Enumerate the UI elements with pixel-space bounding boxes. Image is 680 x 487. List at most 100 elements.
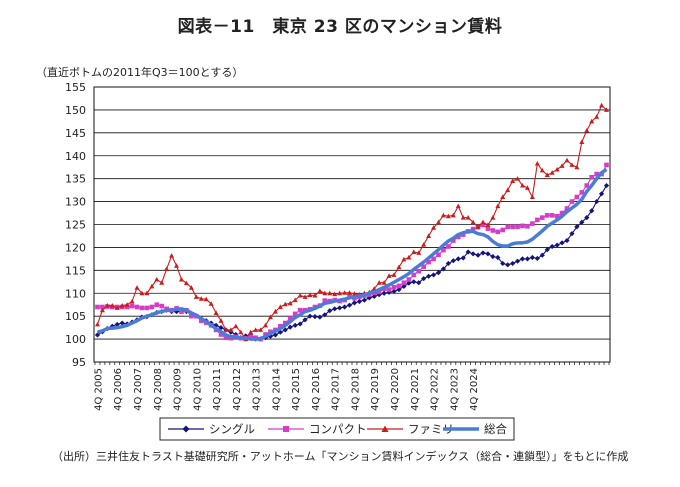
y-tick-label: 150 bbox=[65, 104, 86, 117]
x-tick-label: 4Q 2022 bbox=[430, 368, 441, 411]
data-point bbox=[302, 294, 308, 299]
data-point bbox=[421, 264, 426, 269]
data-point bbox=[514, 258, 521, 264]
data-point bbox=[505, 262, 511, 268]
x-tick-label: 4Q 2010 bbox=[192, 368, 203, 411]
data-point bbox=[430, 272, 437, 278]
data-point bbox=[391, 284, 397, 290]
data-point bbox=[267, 333, 274, 339]
data-point bbox=[569, 231, 575, 237]
data-point bbox=[159, 303, 165, 309]
data-point bbox=[411, 249, 417, 254]
data-point bbox=[524, 185, 530, 190]
data-point bbox=[421, 275, 427, 282]
data-point bbox=[426, 233, 432, 238]
data-point bbox=[450, 212, 456, 218]
data-point bbox=[431, 256, 436, 262]
data-point bbox=[598, 191, 605, 197]
data-point bbox=[297, 321, 303, 327]
data-point bbox=[386, 289, 392, 295]
data-point bbox=[366, 295, 372, 301]
data-point bbox=[505, 224, 510, 230]
data-point bbox=[574, 224, 580, 230]
data-point bbox=[208, 301, 214, 306]
data-point bbox=[554, 213, 560, 219]
data-point bbox=[451, 238, 456, 243]
data-point bbox=[520, 182, 526, 188]
data-point bbox=[579, 190, 585, 195]
data-point bbox=[544, 172, 550, 177]
data-point bbox=[490, 215, 496, 220]
data-point bbox=[579, 139, 585, 144]
data-point bbox=[441, 247, 446, 253]
data-point bbox=[317, 314, 323, 320]
y-tick-label: 120 bbox=[65, 241, 86, 254]
data-point bbox=[490, 253, 496, 260]
legend-label: ファミリー bbox=[408, 422, 466, 436]
data-point bbox=[277, 304, 283, 309]
data-point bbox=[149, 283, 155, 289]
data-point bbox=[213, 310, 219, 315]
data-point bbox=[114, 305, 120, 310]
data-point bbox=[603, 182, 610, 189]
data-point bbox=[485, 222, 491, 227]
data-point bbox=[376, 280, 382, 285]
data-point bbox=[282, 301, 288, 307]
y-tick-label: 95 bbox=[72, 356, 86, 369]
data-point bbox=[584, 127, 590, 133]
data-point bbox=[144, 290, 150, 296]
data-point bbox=[347, 290, 353, 295]
data-point bbox=[554, 166, 560, 172]
data-point bbox=[401, 256, 407, 262]
data-point bbox=[258, 327, 264, 332]
data-point bbox=[529, 254, 535, 261]
data-point bbox=[534, 160, 540, 166]
data-point bbox=[159, 280, 165, 285]
data-point bbox=[569, 162, 575, 167]
data-point bbox=[233, 323, 239, 329]
data-point bbox=[589, 208, 595, 214]
data-point bbox=[139, 305, 145, 311]
data-point bbox=[312, 314, 318, 320]
legend-box bbox=[159, 417, 515, 441]
data-point bbox=[579, 219, 585, 225]
data-point bbox=[544, 247, 550, 253]
data-point bbox=[278, 323, 283, 329]
data-point bbox=[292, 297, 298, 303]
data-point bbox=[520, 223, 525, 229]
data-point bbox=[564, 237, 570, 244]
data-point bbox=[124, 304, 130, 310]
x-tick-label: 4Q 2011 bbox=[212, 368, 223, 411]
data-point bbox=[307, 292, 313, 298]
data-point bbox=[515, 176, 521, 181]
data-point bbox=[381, 280, 387, 285]
data-point bbox=[510, 178, 516, 183]
data-point bbox=[188, 285, 194, 290]
data-point bbox=[292, 311, 298, 317]
data-point bbox=[406, 277, 412, 282]
data-point bbox=[351, 291, 357, 296]
data-point bbox=[341, 304, 348, 310]
data-point bbox=[401, 283, 407, 289]
data-point bbox=[109, 303, 115, 308]
x-tick-label: 4Q 2007 bbox=[133, 368, 144, 411]
y-tick-label: 110 bbox=[65, 287, 86, 300]
data-point bbox=[480, 222, 486, 228]
data-point bbox=[446, 244, 451, 249]
data-point bbox=[154, 302, 160, 308]
data-point bbox=[411, 279, 417, 285]
data-point bbox=[445, 260, 451, 267]
data-point bbox=[287, 316, 293, 321]
data-point bbox=[594, 171, 599, 177]
data-point bbox=[169, 253, 175, 258]
data-point bbox=[475, 252, 481, 258]
data-point bbox=[119, 320, 125, 326]
data-point bbox=[480, 250, 486, 256]
data-point bbox=[114, 321, 120, 328]
data-point bbox=[440, 212, 446, 218]
data-point bbox=[203, 296, 209, 302]
data-point bbox=[475, 224, 481, 229]
data-point bbox=[263, 322, 269, 328]
data-point bbox=[347, 293, 352, 298]
data-point bbox=[549, 170, 555, 175]
